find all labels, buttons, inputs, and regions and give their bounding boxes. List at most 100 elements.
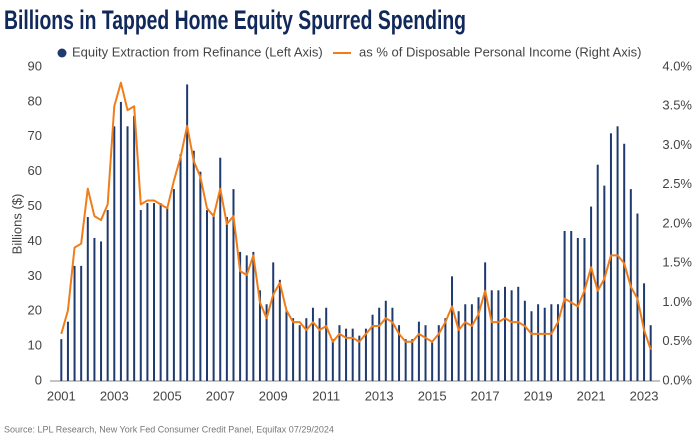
bar: [166, 206, 169, 381]
bar: [239, 251, 242, 381]
bar: [298, 325, 301, 381]
bar: [391, 307, 394, 381]
bar: [345, 328, 348, 381]
bar: [93, 237, 96, 381]
y2-tick-label: 2.0%: [662, 215, 692, 230]
y-tick-label: 0: [35, 372, 42, 387]
bar: [576, 237, 579, 381]
y-tick-label: 80: [28, 93, 42, 108]
bar: [192, 150, 195, 381]
y2-tick-label: 0.5%: [662, 333, 692, 348]
bar: [265, 304, 268, 381]
bar: [457, 311, 460, 381]
bar: [543, 307, 546, 381]
bar: [252, 251, 255, 381]
line: [60, 81, 652, 350]
bar: [590, 206, 593, 381]
bar: [596, 164, 599, 381]
bar: [285, 311, 288, 381]
x-tick-label: 2011: [312, 388, 340, 403]
y2-tick-label: 1.5%: [662, 255, 692, 270]
bar: [411, 339, 414, 381]
bar: [80, 265, 83, 381]
bar: [338, 325, 341, 381]
source: Source: LPL Research, New York Fed Consu…: [4, 424, 334, 434]
x-tick-label: 2007: [206, 388, 235, 403]
bar: [331, 339, 334, 381]
bar: [497, 290, 500, 381]
y2-tick-label: 3.0%: [662, 137, 692, 152]
bar: [292, 318, 295, 381]
legend-marker: [57, 48, 67, 58]
bar: [444, 318, 447, 381]
bar: [371, 314, 374, 381]
bar: [258, 290, 261, 381]
bar: [86, 217, 89, 381]
x-tick-label: 2015: [418, 388, 447, 403]
bar: [318, 318, 321, 381]
bar: [517, 286, 520, 381]
x-tick-label: 2017: [471, 388, 500, 403]
bar: [146, 203, 149, 381]
bar: [159, 203, 162, 381]
y-tick-label: 70: [28, 128, 42, 143]
bar: [451, 276, 454, 381]
bar: [199, 171, 202, 381]
y-tick-label: 40: [28, 233, 42, 248]
bar: [431, 342, 434, 381]
bar: [305, 318, 308, 381]
bar: [245, 255, 248, 381]
bar: [523, 300, 526, 381]
bar: [437, 325, 440, 381]
bar: [186, 84, 189, 381]
y2-tick-label: 1.0%: [662, 294, 692, 309]
x-tick-label: 2001: [47, 388, 76, 403]
bar: [384, 300, 387, 381]
x-tick-label: 2013: [365, 388, 394, 403]
bar: [404, 339, 407, 381]
chart-title: Billions in Tapped Home Equity Spurred S…: [4, 5, 466, 35]
bar: [530, 311, 533, 381]
bar: [616, 126, 619, 381]
y-tick-label: 30: [28, 268, 42, 283]
bar: [490, 290, 493, 381]
bar: [73, 265, 76, 381]
bar: [133, 115, 136, 381]
bar: [225, 217, 228, 381]
bar: [583, 237, 586, 381]
bar: [212, 213, 215, 381]
bar: [649, 325, 652, 381]
bar: [179, 154, 182, 381]
y-tick-label: 60: [28, 163, 42, 178]
bar: [537, 304, 540, 381]
bar: [106, 210, 109, 381]
y-axis-label: Billions ($): [9, 194, 24, 255]
bar: [484, 262, 487, 381]
x-tick-label: 2005: [153, 388, 182, 403]
bar: [325, 307, 328, 381]
bar: [398, 325, 401, 381]
bar: [126, 126, 129, 381]
bar: [278, 279, 281, 381]
bar: [100, 241, 103, 381]
y-tick-label: 50: [28, 198, 42, 213]
bar: [172, 189, 175, 381]
bar: [603, 185, 606, 381]
bar: [219, 157, 222, 381]
legend-label: as % of Disposable Personal Income (Righ…: [359, 44, 642, 59]
bar: [272, 262, 275, 381]
bar: [417, 321, 420, 381]
bar: [60, 339, 63, 381]
y2-tick-label: 4.0%: [662, 58, 692, 73]
bar: [119, 101, 122, 381]
bar: [66, 321, 69, 381]
y2-tick-label: 0.0%: [662, 372, 692, 387]
bar: [206, 210, 208, 381]
x-tick-label: 2009: [259, 388, 288, 403]
y2-tick-label: 3.5%: [662, 98, 692, 113]
y-tick-label: 10: [28, 338, 42, 353]
bar: [378, 307, 381, 381]
bar: [113, 126, 116, 381]
bar: [311, 307, 314, 381]
